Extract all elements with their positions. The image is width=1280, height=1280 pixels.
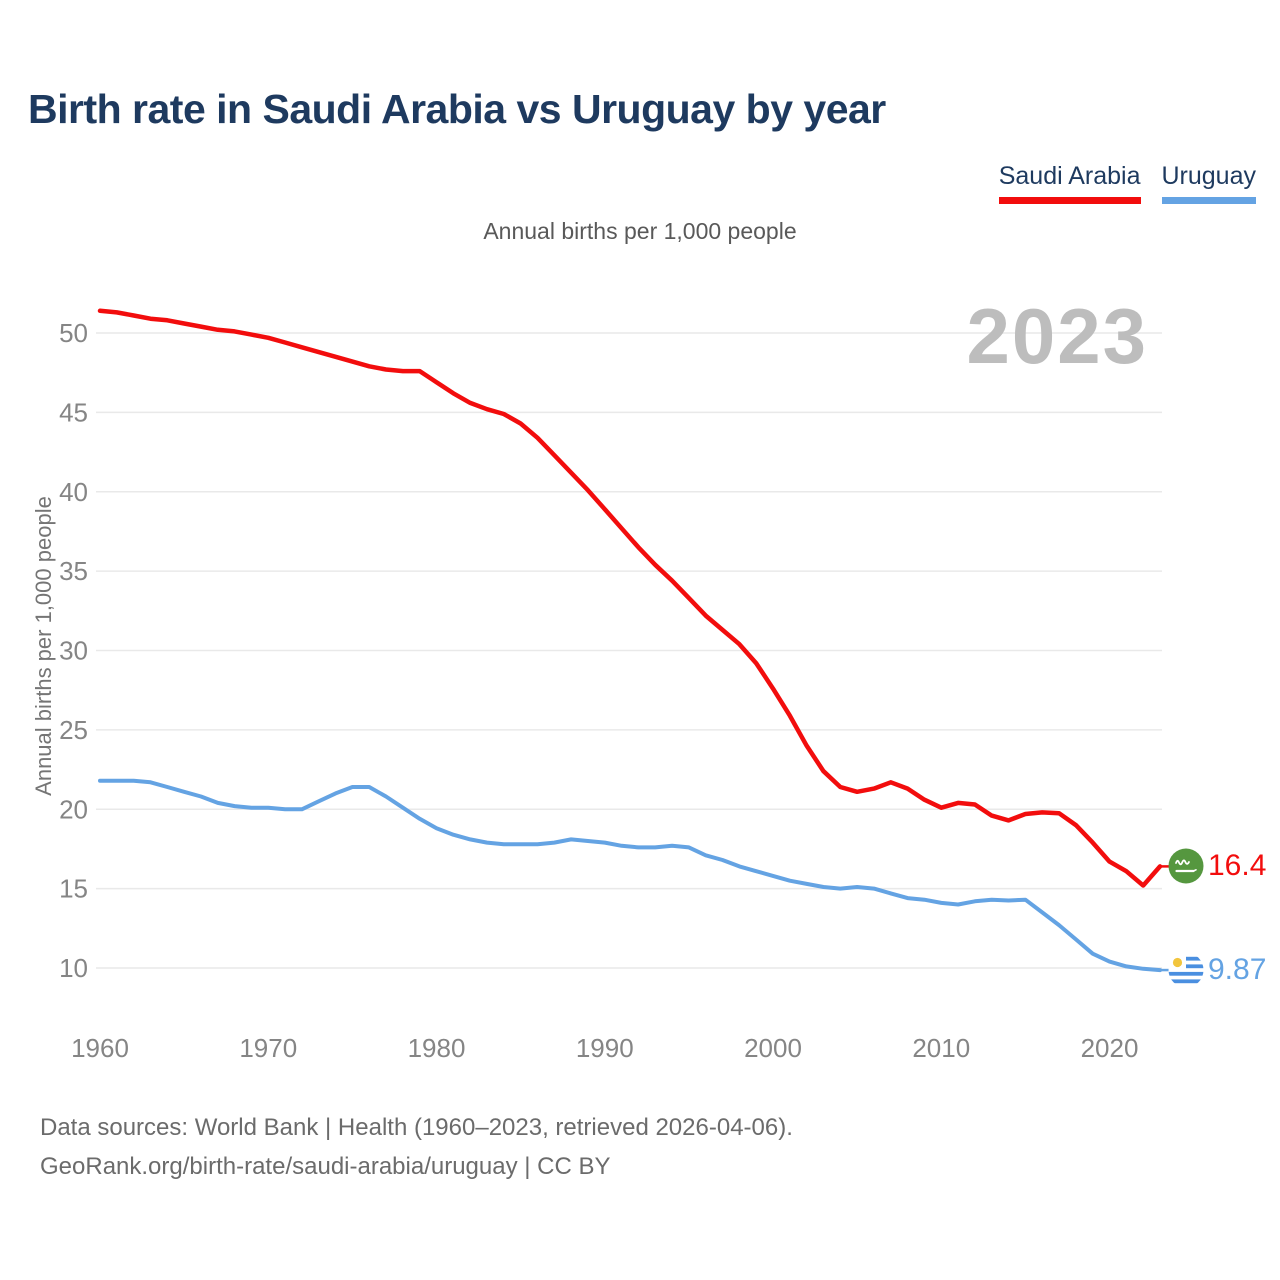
svg-text:2000: 2000 (744, 1033, 802, 1063)
saudi-arabia-flag-icon (1168, 848, 1204, 884)
page-title: Birth rate in Saudi Arabia vs Uruguay by… (28, 86, 886, 132)
legend-item-uruguay[interactable]: Uruguay (1161, 162, 1257, 204)
svg-text:2010: 2010 (912, 1033, 970, 1063)
uruguay-flag-icon (1168, 952, 1204, 988)
end-value-uruguay: 9.87 (1208, 953, 1267, 987)
svg-text:25: 25 (59, 715, 88, 745)
svg-text:10: 10 (59, 953, 88, 983)
data-lines (97, 308, 1170, 973)
chart-subtitle: Annual births per 1,000 people (483, 218, 797, 244)
legend: Saudi Arabia Uruguay (998, 162, 1257, 204)
svg-text:50: 50 (59, 318, 88, 348)
svg-text:30: 30 (59, 636, 88, 666)
legend-item-saudi-arabia[interactable]: Saudi Arabia (998, 162, 1141, 204)
watermark-year: 2023 (966, 292, 1148, 380)
legend-label-saudi-arabia: Saudi Arabia (998, 162, 1141, 190)
svg-text:20: 20 (59, 794, 88, 824)
legend-label-uruguay: Uruguay (1161, 162, 1257, 190)
svg-text:35: 35 (59, 556, 88, 586)
end-value-saudi-arabia: 16.4 (1208, 849, 1267, 883)
footer-attribution: GeoRank.org/birth-rate/saudi-arabia/urug… (40, 1153, 611, 1180)
footer-sources: Data sources: World Bank | Health (1960–… (40, 1114, 793, 1141)
svg-text:1990: 1990 (576, 1033, 634, 1063)
footer: Data sources: World Bank | Health (1960–… (40, 1108, 793, 1186)
gridlines (96, 332, 1162, 969)
axis-tick-labels: 10 15 20 25 30 35 40 45 50 1960 1970 1980 1990 2000 20… (59, 318, 1138, 1063)
svg-text:1960: 1960 (71, 1033, 129, 1063)
svg-text:1980: 1980 (408, 1033, 466, 1063)
svg-text:45: 45 (59, 397, 88, 427)
svg-text:40: 40 (59, 477, 88, 507)
svg-text:1970: 1970 (239, 1033, 297, 1063)
svg-text:2020: 2020 (1081, 1033, 1139, 1063)
svg-text:15: 15 (59, 874, 88, 904)
